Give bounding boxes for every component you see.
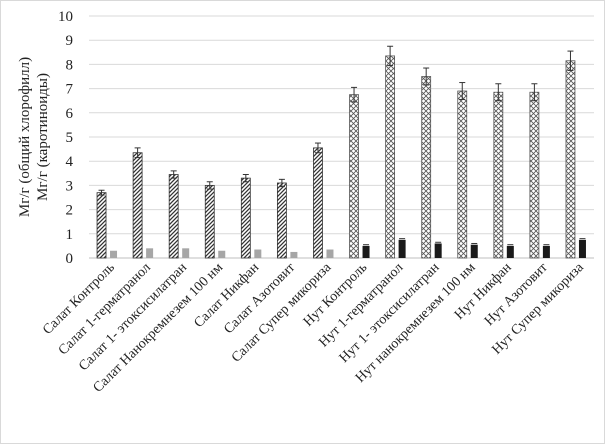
y-tick-label: 7 <box>66 82 74 98</box>
bar-total-chlorophyll <box>529 91 540 259</box>
bar-carotenoids <box>398 239 406 258</box>
bar-carotenoids <box>578 239 586 258</box>
y-axis-ticks: 0 1 2 3 4 5 6 7 8 9 10 <box>58 9 74 267</box>
bar-total-chlorophyll <box>457 90 468 259</box>
y-tick-label: 10 <box>58 9 73 25</box>
bar-total-chlorophyll <box>493 91 504 259</box>
bar-carotenoids <box>290 251 298 258</box>
bar-carotenoids <box>362 245 370 258</box>
y-tick-label: 3 <box>66 178 74 194</box>
bar-total-chlorophyll <box>421 76 432 259</box>
bar-carotenoids <box>434 243 442 258</box>
bar-carotenoids <box>110 250 118 258</box>
y-tick-label: 4 <box>66 154 74 170</box>
y-tick-label: 5 <box>66 130 74 146</box>
y-axis-title-carotenoids: Мг/г (каротиноиды) <box>35 73 51 201</box>
bar-total-chlorophyll <box>565 60 576 259</box>
bar-total-chlorophyll <box>349 94 359 259</box>
bar-total-chlorophyll <box>240 177 251 259</box>
y-axis-title-chlorophyll: Мг/г (общий хлорофилл) <box>17 57 33 217</box>
bar-carotenoids <box>218 250 226 258</box>
bar-carotenoids <box>470 244 478 258</box>
bars <box>96 45 586 259</box>
bar-total-chlorophyll <box>385 55 396 259</box>
bar-total-chlorophyll <box>204 184 215 259</box>
gridlines <box>89 15 594 259</box>
bar-carotenoids <box>542 245 550 258</box>
bar-carotenoids <box>506 245 514 258</box>
y-tick-label: 1 <box>66 227 74 243</box>
y-tick-label: 9 <box>66 33 74 49</box>
bar-total-chlorophyll <box>132 152 143 259</box>
y-tick-label: 8 <box>66 57 74 73</box>
bar-total-chlorophyll <box>276 182 287 259</box>
bar-carotenoids <box>146 248 154 258</box>
bar-total-chlorophyll <box>96 192 107 259</box>
bar-carotenoids <box>326 249 334 258</box>
y-tick-label: 0 <box>66 251 74 267</box>
y-tick-label: 6 <box>66 106 74 122</box>
bar-total-chlorophyll <box>313 147 323 259</box>
y-tick-label: 2 <box>66 203 74 219</box>
bar-carotenoids <box>254 249 262 258</box>
bar-total-chlorophyll <box>168 174 179 259</box>
bar-carotenoids <box>182 248 190 258</box>
x-category-label: Нут Азотовит <box>482 260 551 329</box>
